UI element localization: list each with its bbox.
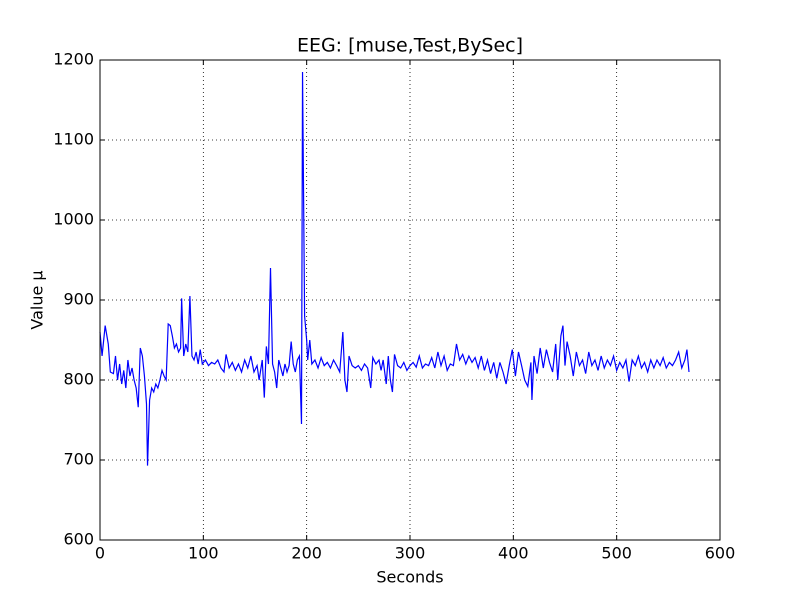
x-tick-label: 600 [705, 544, 736, 563]
x-axis-label: Seconds [376, 568, 443, 587]
ticks: 0 100 200 300 400 500 600 600 700 800 900 1000 1100 1… [53, 50, 735, 563]
data-line [99, 71, 690, 466]
y-tick-label: 700 [63, 450, 94, 469]
y-tick-label: 800 [63, 370, 94, 389]
x-tick-label: 500 [601, 544, 632, 563]
x-tick-label: 200 [291, 544, 322, 563]
x-tick-label: 300 [395, 544, 426, 563]
plot [99, 71, 690, 466]
x-tick-label: 0 [95, 544, 105, 563]
chart-title: EEG: [muse,Test,BySec] [297, 35, 523, 57]
y-tick-label: 900 [63, 290, 94, 309]
y-axis-label: Value μ [28, 270, 47, 329]
y-tick-label: 600 [63, 530, 94, 549]
y-tick-label: 1000 [53, 210, 94, 229]
grid [99, 59, 721, 541]
x-tick-label: 400 [498, 544, 529, 563]
y-tick-label: 1100 [53, 130, 94, 149]
x-tick-label: 100 [188, 544, 219, 563]
y-tick-label: 1200 [53, 50, 94, 69]
